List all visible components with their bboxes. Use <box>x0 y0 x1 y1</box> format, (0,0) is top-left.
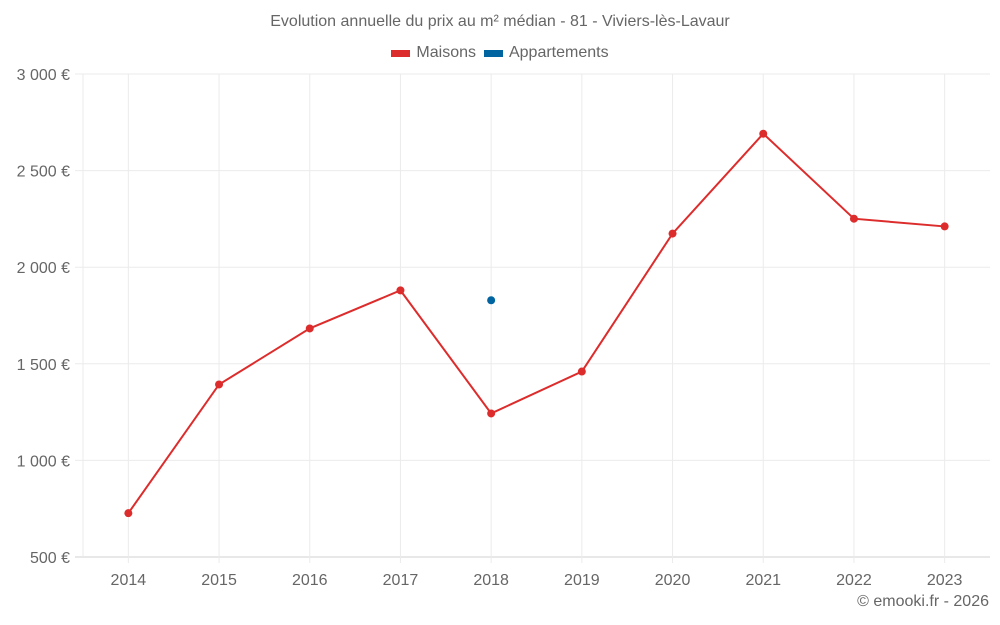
data-point[interactable] <box>577 367 586 376</box>
data-point[interactable] <box>759 129 768 138</box>
y-axis: 500 € 1 000 € 1 500 € 2 000 € 2 500 € 3 000 € <box>17 67 70 567</box>
maisons-swatch-icon <box>391 49 411 57</box>
x-tick-label: 2017 <box>383 572 419 589</box>
x-tick-label: 2021 <box>745 572 781 589</box>
y-tick-label: 1 000 € <box>17 453 70 470</box>
x-tick-label: 2020 <box>655 572 691 589</box>
legend-item-appartements[interactable]: Appartements <box>483 44 609 62</box>
data-point[interactable] <box>396 286 405 295</box>
data-point[interactable] <box>849 214 858 223</box>
copyright-credit: © emooki.fr - 2026 <box>857 593 989 610</box>
y-tick-label: 2 500 € <box>17 164 70 181</box>
series-line <box>127 132 945 514</box>
plot-series <box>124 129 949 518</box>
x-tick-label: 2023 <box>927 572 963 589</box>
y-tick-label: 3 000 € <box>17 67 70 84</box>
appartements-swatch-icon <box>483 49 503 57</box>
x-tick-label: 2018 <box>473 572 509 589</box>
data-point[interactable] <box>487 296 496 305</box>
x-tick-label: 2014 <box>111 572 147 589</box>
data-point[interactable] <box>305 324 314 333</box>
x-tick-label: 2016 <box>292 572 328 589</box>
chart-title: Evolution annuelle du prix au m² médian … <box>270 13 730 30</box>
legend: Maisons Appartements <box>0 44 1000 62</box>
legend-label-appartements: Appartements <box>508 44 609 61</box>
data-point[interactable] <box>487 409 496 418</box>
legend-label-maisons: Maisons <box>416 44 476 61</box>
x-axis: 2014 2015 2016 2017 2018 2019 2020 2021 2022 2023 <box>111 572 963 589</box>
grid-lines <box>75 73 990 563</box>
data-point[interactable] <box>668 229 677 238</box>
data-point[interactable] <box>124 509 133 518</box>
y-tick-label: 1 500 € <box>17 357 70 374</box>
x-tick-label: 2019 <box>564 572 600 589</box>
legend-item-maisons[interactable]: Maisons <box>391 44 476 62</box>
data-point[interactable] <box>215 380 224 389</box>
x-tick-label: 2022 <box>836 572 872 589</box>
x-tick-label: 2015 <box>201 572 237 589</box>
y-tick-label: 500 € <box>30 550 70 567</box>
y-tick-label: 2 000 € <box>17 260 70 277</box>
data-point[interactable] <box>940 222 949 231</box>
